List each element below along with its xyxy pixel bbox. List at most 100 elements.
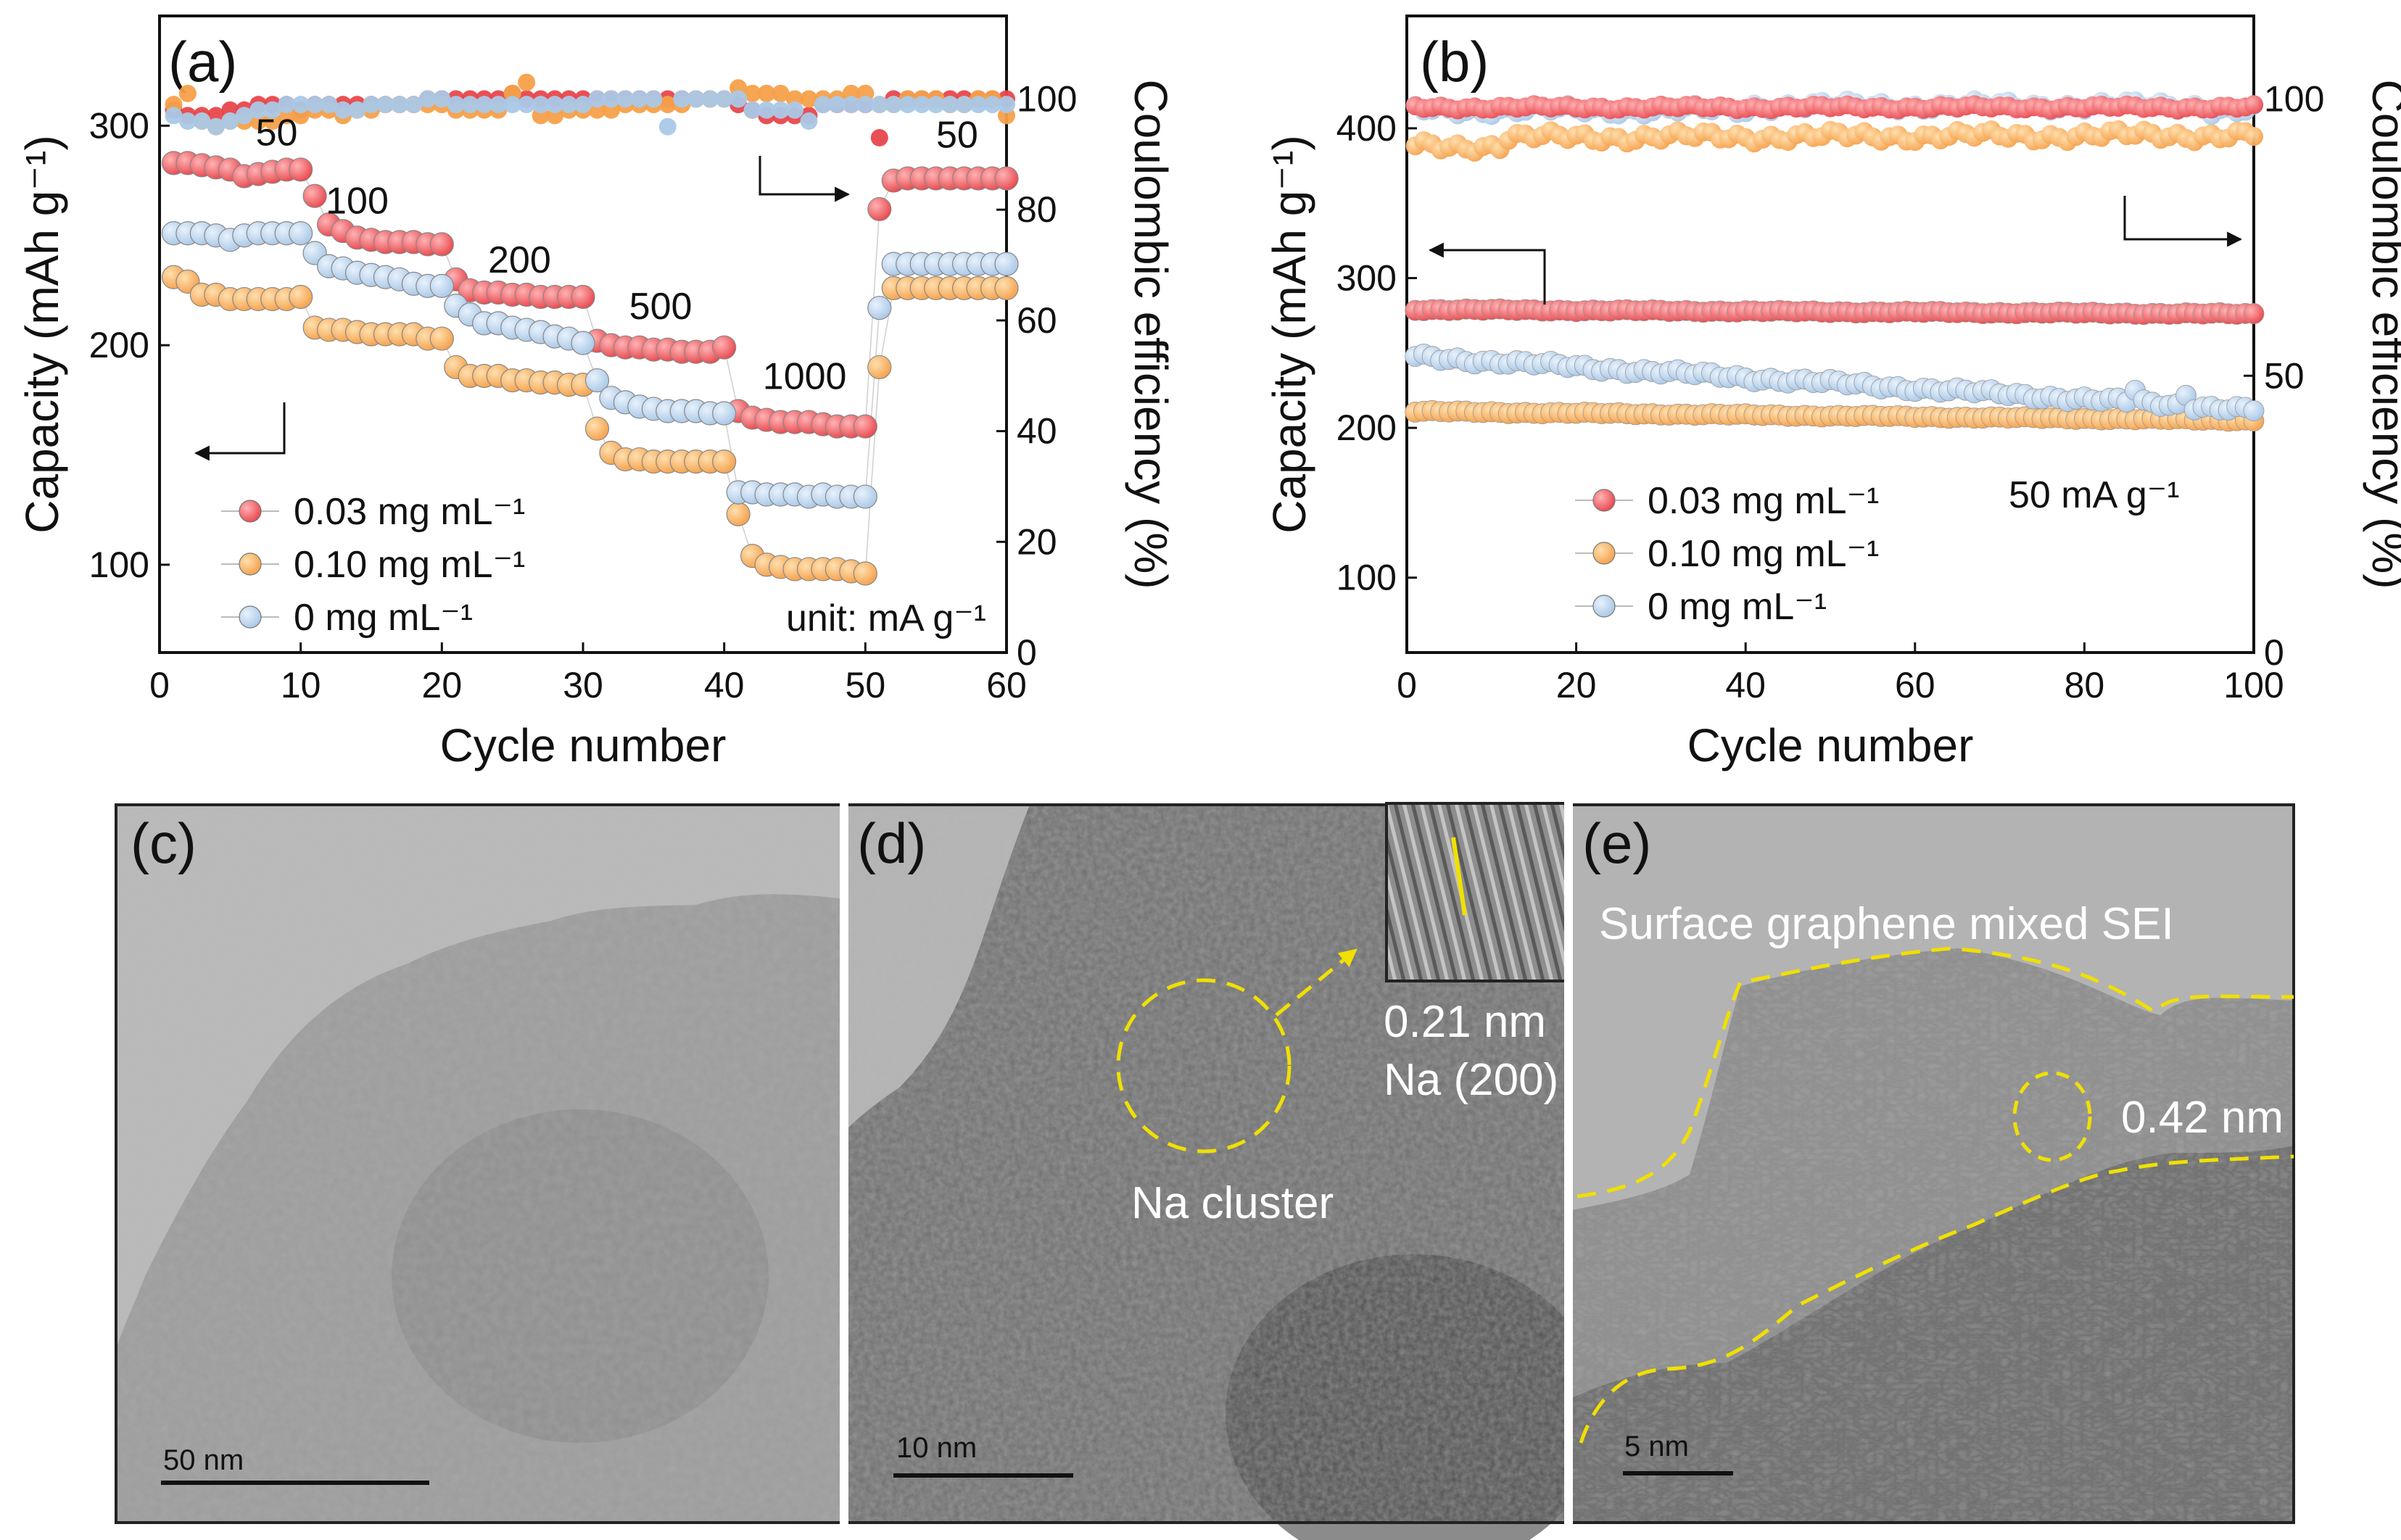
panel-a-ce-point-blue [278, 96, 296, 114]
panel-a-rate-label: 500 [629, 286, 693, 328]
panel-a-xtick-label: 50 [846, 665, 886, 705]
panel-b-legend: 0.03 mg mL⁻¹ 0.10 mg mL⁻¹ 0 mg mL⁻¹ [1575, 480, 1879, 628]
panel-a-ytick-right-label: 20 [1017, 521, 1057, 562]
panel-b-left-axis-arrow [1428, 242, 1546, 305]
panel-b-ce-point-red [2244, 95, 2263, 115]
fft-pointer-arrow [1275, 948, 1357, 1017]
panel-a-right-axis-arrow [759, 156, 851, 202]
panel-b-legend-label: 0.03 mg mL⁻¹ [1648, 480, 1879, 522]
fft-lattice-stripe [1532, 803, 1568, 948]
fft-lattice-stripe [1454, 803, 1502, 981]
panel-b-letter: (b) [1420, 30, 1489, 94]
panel-a-ce-point-red [870, 128, 888, 146]
panel-a-capacity-point-orange [994, 276, 1019, 301]
fft-inset [1385, 802, 1569, 982]
tem-d-spacing: 0.21 nm [1384, 997, 1546, 1047]
panel-a-capacity-point-red [289, 157, 313, 182]
panel-a-ce-point-orange [743, 84, 761, 102]
panel-a-ce-point-blue [941, 96, 959, 114]
panel-b-legend-marker-blue [1592, 595, 1616, 618]
panel-a-rate-label: 50 [256, 112, 298, 154]
panel-a-ytick-right-label: 60 [1017, 300, 1057, 341]
panel-a-capacity-point-blue [994, 252, 1019, 276]
panel-a-ce-point-blue [828, 96, 846, 114]
panel-a-ce-point-blue [772, 101, 790, 119]
fft-lattice-stripe [1419, 803, 1467, 981]
panel-a-unit-note: unit: mA g⁻¹ [786, 597, 986, 639]
graphene-spacing-circle [2012, 1071, 2092, 1162]
fft-lattice-stripe [1387, 866, 1415, 981]
tem-panel-c: (c) 50 nm [115, 803, 846, 1524]
panel-a-ce-point-blue [207, 117, 225, 136]
panel-a-ytick-right-label: 40 [1017, 411, 1057, 452]
panel-a-ce-point-blue [348, 101, 366, 119]
fft-lattice-stripe [1393, 803, 1441, 981]
panel-a-legend-label: 0 mg mL⁻¹ [294, 597, 473, 639]
panel-a-ce-point-blue [461, 96, 479, 114]
tem-d-letter: (d) [857, 811, 926, 875]
panel-a-ce-point-blue [842, 96, 860, 114]
panel-a-capacity-point-orange [726, 502, 751, 526]
panel-b-capacity-point-blue [2243, 400, 2265, 421]
panel-a-xtick-label: 60 [986, 665, 1027, 705]
sei-upper-boundary [1576, 946, 2294, 1199]
fft-lattice-stripe [1428, 803, 1476, 981]
panel-a-capacity-point-blue [289, 221, 313, 246]
panel-b-xtick-label: 80 [2065, 665, 2105, 705]
panel-a-ce-point-blue [602, 90, 620, 108]
tem-e-sei-label: Surface graphene mixed SEI [1599, 899, 2174, 949]
panel-b-xtick-label: 40 [1725, 665, 1766, 705]
panel-b-ytick-right-label: 100 [2264, 79, 2324, 120]
panel-a-legend-marker-orange [239, 552, 262, 576]
panel-a-capacity-point-red [302, 183, 327, 208]
panel-a-capacity-point-orange [867, 355, 892, 380]
tem-d-cluster-label: Na cluster [1131, 1178, 1334, 1228]
panel-a-ce-point-blue [687, 90, 705, 108]
panel-a-xtick-label: 20 [422, 665, 463, 705]
tem-c-scale-label: 50 nm [163, 1444, 244, 1476]
panel-a-capacity-point-blue [571, 331, 595, 355]
fft-lattice-stripe [1497, 803, 1545, 981]
panel-a-ce-point-blue [433, 90, 451, 108]
panel-b-ylabel-right: Coulombic efficiency (%) [2363, 79, 2401, 589]
panel-a-ce-point-blue [630, 90, 648, 108]
panel-b-capacity-point-red [2243, 303, 2265, 324]
panel-a-ce-point-blue [786, 101, 803, 119]
panel-a-xtick-label: 10 [281, 665, 321, 705]
panel-a-letter: (a) [168, 30, 237, 94]
panel-a-capacity-point-blue [853, 484, 877, 509]
panel-a-ce-point-blue [235, 107, 253, 125]
panel-b-ytick-right-label: 50 [2264, 355, 2305, 396]
panel-a-capacity-point-orange [289, 284, 313, 310]
panel-a-ytick-left-label: 200 [89, 325, 149, 365]
panel-a-ce-point-blue [673, 90, 691, 108]
panel-b-xtick-label: 60 [1895, 665, 1935, 705]
panel-b-xtick-label: 0 [1397, 665, 1417, 705]
tem-d-plane: Na (200) [1384, 1055, 1558, 1105]
panel-a-ytick-right-label: 0 [1017, 632, 1037, 673]
fft-lattice-stripe [1410, 803, 1458, 981]
fft-lattice-stripe [1387, 831, 1423, 981]
panel-b-rate-note: 50 mA g⁻¹ [2009, 474, 2180, 516]
panel-a-ce-point-blue [701, 90, 719, 108]
panel-a-capacity-point-blue [867, 296, 892, 320]
panel-a-ce-point-blue [546, 96, 564, 114]
tem-panel-e: (e) Surface graphene mixed SEI 0.42 nm 5… [1564, 801, 2295, 1526]
panel-a-rate-label: 100 [326, 180, 389, 222]
panel-a-capacity-point-blue [584, 368, 610, 393]
panel-a-ce-point-blue [532, 96, 550, 114]
panel-a-ce-point-blue [998, 96, 1015, 114]
tem-e-scale-label: 5 nm [1624, 1431, 1689, 1462]
panel-a-ce-point-blue [588, 90, 606, 108]
panel-b-ytick-right-label: 0 [2264, 632, 2284, 673]
panel-a-ytick-right-label: 100 [1017, 79, 1077, 120]
tem-e-letter: (e) [1582, 811, 1651, 875]
panel-a-capacity-point-orange [853, 561, 877, 586]
panel-a-ce-point-blue [955, 96, 973, 114]
panel-a-ylabel-left: Capacity (mAh g⁻¹) [16, 135, 68, 533]
panel-a-xtick-label: 0 [149, 665, 170, 705]
panel-a-ce-point-blue [814, 96, 832, 114]
fft-lattice-stripe [1387, 902, 1406, 981]
panel-a-capacity-point-red [571, 284, 595, 310]
panel-a-chart: (a) 0 10 20 30 40 50 60 100 200 300 0 20 40 60 80 100… [16, 15, 1177, 771]
